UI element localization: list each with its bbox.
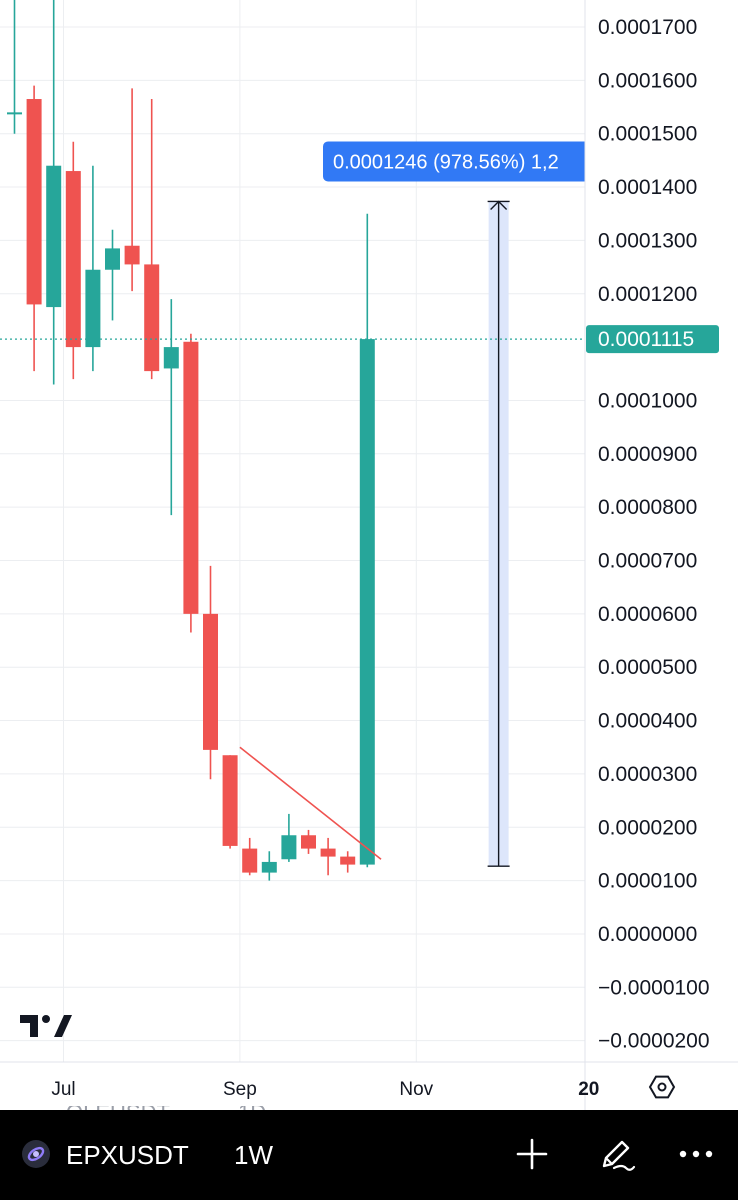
current-price-badge: 0.0001115	[586, 325, 719, 354]
candle-body	[320, 848, 336, 857]
current-price-badge-text: 0.0001115	[598, 328, 694, 351]
measure-range-arrow	[490, 200, 508, 210]
candle-body	[26, 99, 42, 305]
symbol-logo-icon[interactable]	[22, 1140, 50, 1168]
price-axis-label: −0.0000200	[598, 1030, 710, 1053]
settings-hexagon-icon[interactable]	[648, 1075, 676, 1099]
price-chart[interactable]: 0.0001246 (978.56%) 1,2 0.0001700 0.000160…	[0, 0, 738, 1110]
price-axis-label: 0.0001200	[598, 283, 697, 306]
candle	[320, 837, 336, 876]
settings-hexagon-shape	[648, 1075, 676, 1099]
candle	[85, 165, 101, 372]
more-dots-icon[interactable]	[676, 1134, 716, 1174]
price-axis-label: −0.0000100	[598, 976, 710, 999]
time-axis-label: 20	[578, 1079, 599, 1100]
price-axis-label: 0.0000500	[598, 656, 697, 679]
candle-body	[340, 856, 356, 865]
candle-body	[261, 861, 277, 873]
measure-label-text: 0.0001246 (978.56%) 1,2	[333, 151, 559, 173]
candle	[261, 851, 277, 881]
price-axis-label: 0.0000700	[598, 550, 697, 573]
candle-body	[281, 835, 297, 860]
interval-button[interactable]: 1W	[234, 1140, 273, 1170]
candle	[144, 99, 160, 380]
candle-body	[163, 347, 179, 369]
candle-body	[7, 112, 22, 115]
candle-body	[105, 248, 120, 270]
symbol-name[interactable]: EPXUSDT	[66, 1140, 189, 1170]
current-price-badge-bg	[586, 325, 719, 354]
candle	[163, 299, 179, 516]
candle-body	[222, 755, 238, 846]
candle	[242, 837, 258, 876]
price-axis-label: 0.0000900	[598, 443, 697, 466]
price-axis-label: 0.0000000	[598, 923, 697, 946]
candle	[301, 829, 316, 854]
trendline	[239, 746, 382, 860]
time-axis-label: Nov	[399, 1079, 433, 1100]
time-axis-label: Jul	[51, 1079, 75, 1100]
candle-body	[242, 848, 258, 873]
candle-body	[183, 341, 199, 614]
candle-body	[65, 171, 81, 348]
price-axis-label: 0.0001300	[598, 229, 697, 252]
tv-logo-v	[54, 1015, 72, 1037]
candle	[46, 0, 62, 385]
price-axis-label: 0.0000800	[598, 496, 697, 519]
settings-hexagon-center	[657, 1082, 667, 1092]
candle	[65, 141, 81, 380]
price-axis-label: 0.0000300	[598, 763, 697, 786]
tv-logo-t	[20, 1015, 38, 1037]
price-axis-label: 0.0000100	[598, 870, 697, 893]
candle-body	[144, 264, 160, 372]
candle-body	[301, 835, 316, 849]
candle	[281, 813, 297, 862]
price-axis-label: 0.0000400	[598, 710, 697, 733]
price-axis-label: 0.0001000	[598, 389, 697, 412]
candle	[26, 85, 42, 372]
price-axis-label: 0.0001700	[598, 16, 697, 39]
candle-body	[203, 613, 218, 750]
pencil-icon[interactable]	[596, 1134, 636, 1174]
candle-body	[46, 165, 62, 308]
price-axis-label: 0.0000600	[598, 603, 697, 626]
candle	[124, 88, 140, 292]
candle	[183, 333, 199, 633]
plus-icon[interactable]	[512, 1134, 552, 1174]
price-axis-label: 0.0001500	[598, 123, 697, 146]
price-axis-label: 0.0001400	[598, 176, 697, 199]
plot-area: 0.0001246 (978.56%) 1,2	[0, 0, 585, 1062]
measure-label-bg	[323, 141, 585, 182]
candle-body	[85, 269, 101, 348]
price-axis-label: 0.0001600	[598, 69, 697, 92]
candle	[203, 565, 218, 780]
candle-body	[124, 245, 140, 265]
candle	[105, 229, 120, 321]
candle	[359, 213, 375, 868]
candle	[222, 755, 238, 849]
candle	[7, 0, 22, 134]
tradingview-logo	[20, 1015, 72, 1037]
candle-body	[359, 339, 375, 865]
price-axis-label: 0.0000200	[598, 816, 697, 839]
tv-logo-dot	[42, 1015, 50, 1023]
candle	[340, 851, 356, 873]
time-axis-label: Sep	[223, 1079, 257, 1100]
measure-label-tag: 0.0001246 (978.56%) 1,2	[323, 141, 585, 182]
bottom-toolbar: EPXUSDT 1W	[0, 1110, 738, 1200]
